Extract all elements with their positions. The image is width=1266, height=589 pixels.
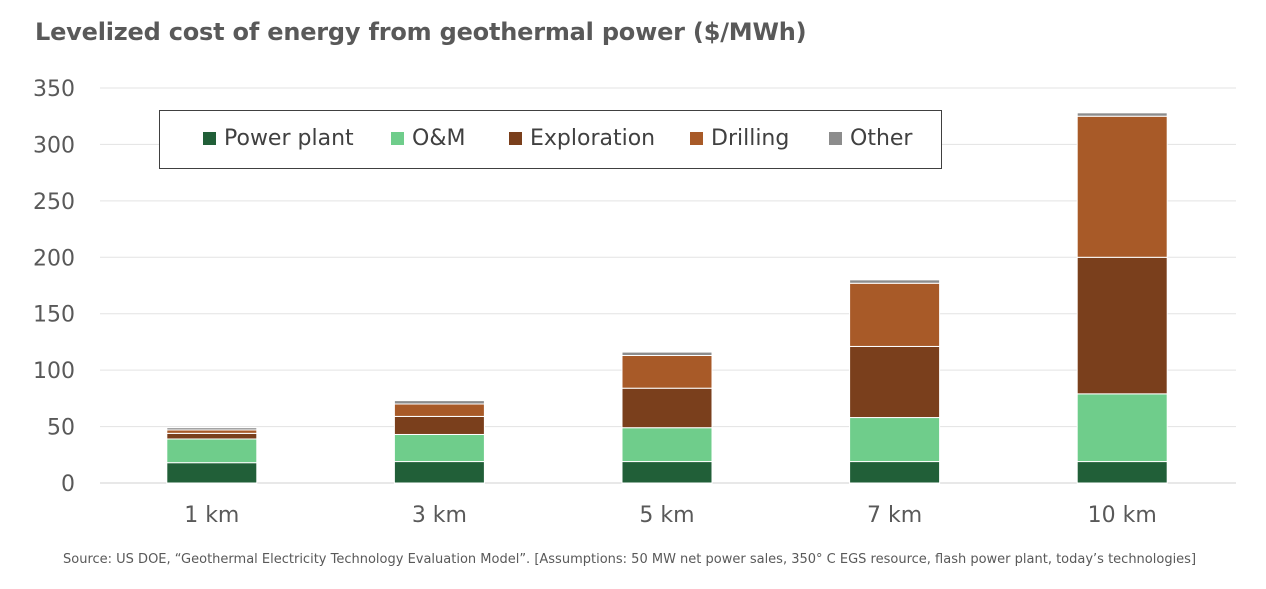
bar-segment-o-m [166,438,258,464]
chart-title: Levelized cost of energy from geothermal… [35,18,807,46]
bar-segment-power-plant [166,462,258,484]
bars [166,112,1168,484]
bar-segment-exploration [621,387,713,429]
bar-segment-exploration [393,415,485,435]
y-tick-label: 350 [33,77,75,102]
x-tick-label: 7 km [867,503,922,528]
legend-label: Exploration [530,126,655,151]
bar-segment-drilling [621,354,713,389]
bar-segment-other [166,427,258,431]
bar-segment-power-plant [393,461,485,484]
x-tick-label: 1 km [184,503,239,528]
bar-segment-exploration [166,432,258,440]
y-tick-label: 300 [33,133,75,158]
y-tick-label: 0 [61,472,75,497]
y-tick-label: 100 [33,359,75,384]
x-axis-ticks: 1 km 3 km 5 km 7 km 10 km [184,503,1157,528]
bar-segment-exploration [1076,256,1168,395]
x-tick-label: 3 km [412,503,467,528]
y-tick-label: 150 [33,303,75,328]
bar-segment-drilling [393,403,485,417]
bar-segment-power-plant [621,461,713,484]
legend-swatch [829,132,842,145]
source-note: Source: US DOE, “Geothermal Electricity … [63,552,1197,567]
bar-segment-other [849,279,941,284]
legend-swatch [509,132,522,145]
legend-label: Drilling [711,126,789,151]
bar-segment-other [1076,112,1168,117]
bar-segment-drilling [849,282,941,347]
bar-segment-o-m [621,427,713,463]
bar-segment-power-plant [1076,461,1168,484]
bar-segment-other [393,400,485,405]
bar-segment-drilling [166,429,258,434]
legend-swatch [690,132,703,145]
legend-swatch [391,132,404,145]
y-tick-label: 200 [33,246,75,271]
legend-swatch [203,132,216,145]
bar-segment-exploration [849,345,941,419]
x-tick-label: 5 km [639,503,694,528]
legend-label: Other [850,126,913,151]
legend-label: Power plant [224,126,354,151]
x-tick-label: 10 km [1088,503,1157,528]
y-axis-ticks: 0 50 100 150 200 250 300 350 [33,77,75,497]
bar-segment-other [621,351,713,356]
bar-segment-o-m [1076,393,1168,463]
bar-segment-power-plant [849,461,941,484]
legend-label: O&M [412,126,465,151]
y-tick-label: 250 [33,190,75,215]
bar-segment-o-m [393,433,485,463]
bar-segment-drilling [1076,115,1168,258]
legend-box [159,110,942,169]
y-tick-label: 50 [47,416,75,441]
legend: Power plant O&M Exploration Drilling Other [159,110,942,169]
bar-segment-o-m [849,417,941,463]
